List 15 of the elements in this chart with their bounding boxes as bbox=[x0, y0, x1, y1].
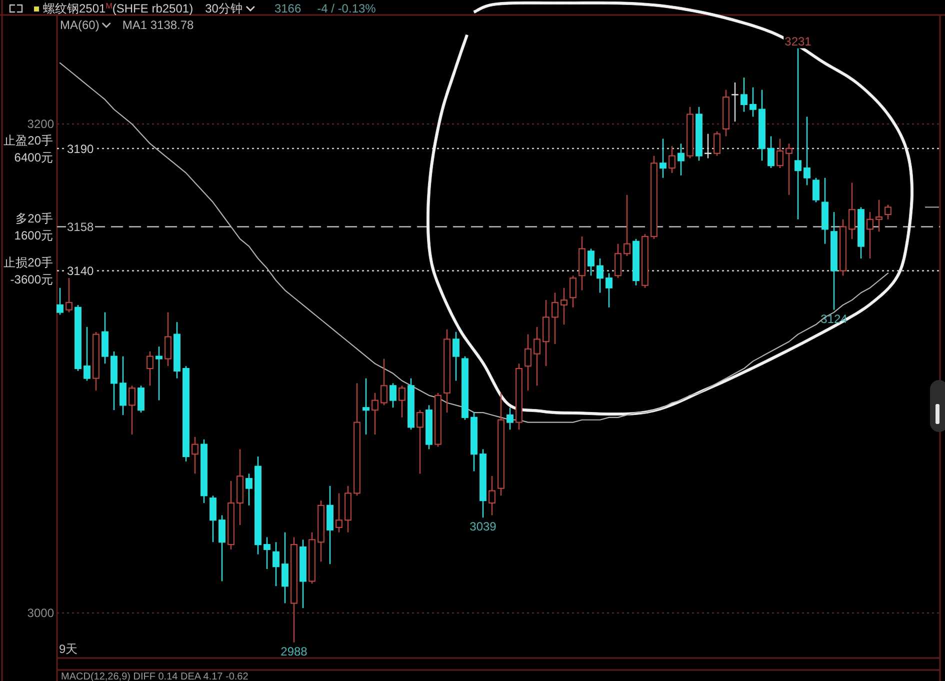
annotation: 多20手 bbox=[16, 212, 53, 226]
annotation: 2988 bbox=[280, 644, 308, 658]
annotation: 止损20手 bbox=[4, 256, 53, 270]
annotation: -3600元 bbox=[10, 272, 53, 287]
annotation: 3166 bbox=[274, 2, 302, 16]
legend-title: MA(60) bbox=[60, 18, 100, 32]
title: 螺纹钢2501$^{M}$(SHFE rb2501) bbox=[43, 1, 194, 16]
annotation: 3231 bbox=[784, 34, 813, 48]
annotation: 1600元 bbox=[14, 228, 53, 243]
annotation: 止盈20手 bbox=[4, 134, 53, 148]
annotation: 3039 bbox=[470, 520, 496, 534]
annotation: 9天 bbox=[59, 642, 78, 656]
annotation: -4 / -0.13% bbox=[317, 2, 376, 16]
subtitle: 30分钟 bbox=[205, 2, 242, 16]
annotation: 6400元 bbox=[14, 150, 53, 164]
